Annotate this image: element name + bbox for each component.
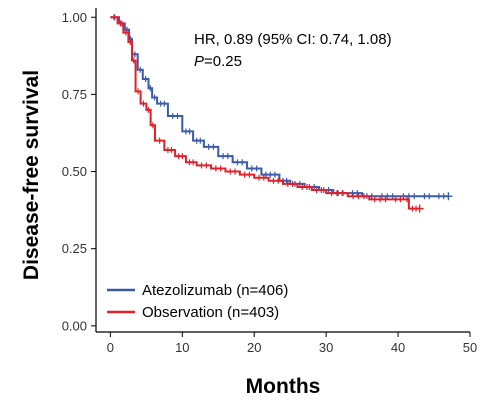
x-ticks: 0 10 20 30 40 50 (107, 332, 477, 355)
y-tick-label: 0.75 (62, 87, 87, 102)
axes (95, 8, 470, 333)
x-tick-label: 40 (391, 340, 405, 355)
legend-label-atezolizumab: Atezolizumab (n=406) (142, 282, 288, 299)
y-tick-label: 1.00 (62, 10, 87, 25)
p-symbol: P (194, 53, 204, 70)
x-tick-label: 10 (175, 340, 189, 355)
survival-curve-atezolizumab (110, 16, 449, 198)
x-tick-label: 20 (247, 340, 261, 355)
y-tick-label: 0.00 (62, 318, 87, 333)
x-axis-title: Months (246, 375, 321, 398)
x-tick-label: 50 (463, 340, 477, 355)
x-tick-label: 0 (107, 340, 114, 355)
legend: Atezolizumab (n=406) Observation (n=403) (107, 282, 288, 321)
legend-label-observation: Observation (n=403) (142, 304, 279, 321)
x-tick-label: 30 (319, 340, 333, 355)
survival-curves (110, 14, 453, 213)
y-tick-label: 0.25 (62, 241, 87, 256)
y-tick-label: 0.50 (62, 164, 87, 179)
y-axis-title: Disease-free survival (20, 70, 43, 280)
p-value-annotation: P=0.25 (194, 53, 242, 70)
y-ticks: 0.00 0.25 0.50 0.75 1.00 (62, 10, 96, 333)
survival-curve-observation (110, 16, 420, 210)
p-value: =0.25 (204, 53, 242, 70)
hr-annotation: HR, 0.89 (95% CI: 0.74, 1.08) (194, 31, 392, 48)
